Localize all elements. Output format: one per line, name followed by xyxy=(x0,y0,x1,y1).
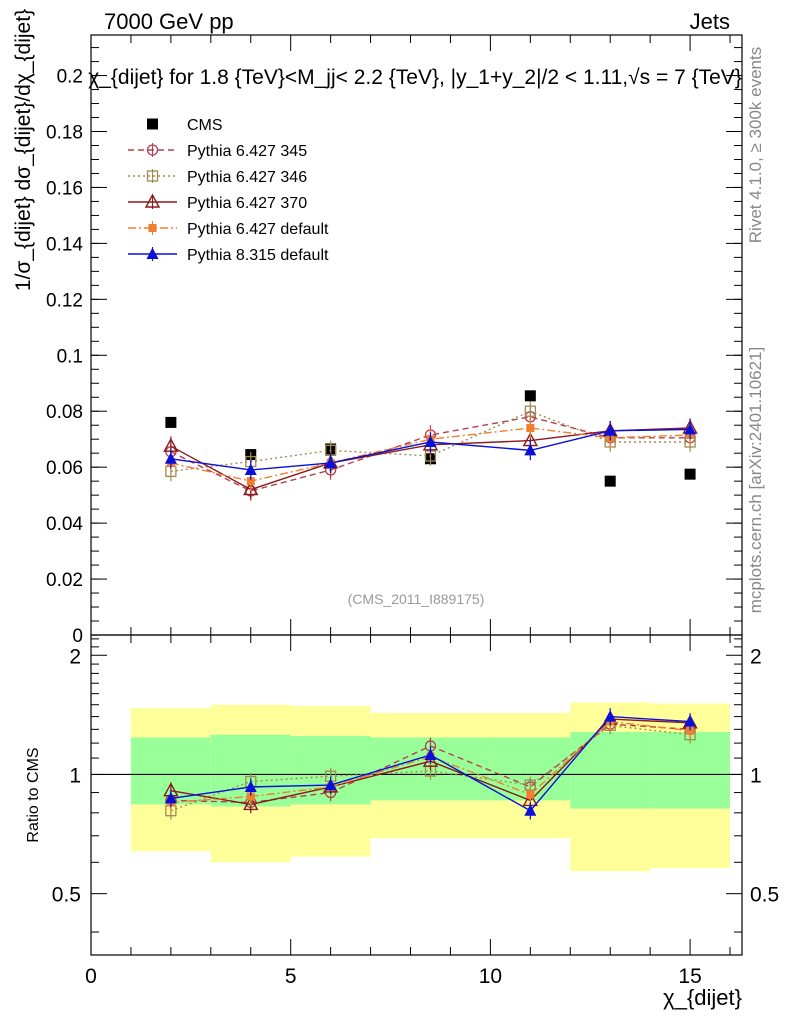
main-y-tick-label: 0.1 xyxy=(57,346,83,367)
main-y-tick-label: 0.02 xyxy=(46,570,83,591)
rivet-version-text: Rivet 4.1.0, ≥ 300k events xyxy=(746,47,765,243)
main-y-tick-label: 0.06 xyxy=(46,458,83,479)
main-y-tick-label: 0.14 xyxy=(46,234,83,255)
main-panel-data xyxy=(163,390,698,501)
ratio-p8def-point xyxy=(424,748,437,760)
main-cms-point xyxy=(165,416,177,428)
legend-marker xyxy=(144,193,161,208)
main-y-axis-label: 1/σ_{dijet} dσ_{dijet}/dχ_{dijet} xyxy=(12,9,35,291)
legend-label: CMS xyxy=(187,117,223,134)
legend-label: Pythia 6.427 370 xyxy=(187,195,307,212)
ratio-y-tick-label-right: 0.5 xyxy=(750,884,779,907)
legend-item-p8def: Pythia 8.315 default xyxy=(128,247,329,264)
legend-marker xyxy=(146,247,159,259)
ratio-y-tick-label: 1 xyxy=(69,764,81,787)
ratio-p8def-point xyxy=(604,710,617,722)
ratio-p370-point xyxy=(243,795,259,811)
ratio-p8def-point xyxy=(524,804,537,816)
ratio-y-axis-label: Ratio to CMS xyxy=(25,747,42,842)
process-label: Jets xyxy=(690,9,730,34)
ratio-p8def-point xyxy=(684,715,697,727)
ratio-y-tick-label-right: 2 xyxy=(750,645,762,668)
main-p8def-point xyxy=(684,422,697,435)
legend-marker xyxy=(148,224,157,232)
main-y-tick-label: 0 xyxy=(72,626,83,647)
legend-item-p345: Pythia 6.427 345 xyxy=(128,143,307,160)
ratio-p6def-point xyxy=(526,790,535,799)
x-tick-label: 15 xyxy=(678,965,701,988)
main-y-tick-label: 0.2 xyxy=(57,67,83,88)
main-panel-axes: 0 0.02 0.04 0.06 0.08 0.1 0.12 0.14 0.16 0.18 0.2 xyxy=(46,34,743,647)
beam-label: 7000 GeV pp xyxy=(104,9,234,34)
main-p8def-point xyxy=(604,424,617,436)
legend-marker xyxy=(147,118,158,130)
plot-title: χ_{dijet} for 1.8 {TeV}<M_jj< 2.2 {TeV},… xyxy=(88,66,742,89)
main-p8def-point xyxy=(424,435,437,447)
main-p346-point xyxy=(524,405,536,417)
legend-label: Pythia 6.427 default xyxy=(187,221,329,238)
x-tick-label: 10 xyxy=(479,965,502,988)
main-y-tick-label: 0.18 xyxy=(46,123,83,144)
main-p6def-point xyxy=(526,424,535,433)
main-p8def-point xyxy=(244,463,257,475)
ratio-panel-axes: 0.5 0.5 1 1 2 2 0 5 10 15 xyxy=(52,634,779,988)
ratio-inner-band xyxy=(650,732,731,809)
main-p370-point xyxy=(243,481,259,496)
ratio-p8def-point xyxy=(164,791,177,804)
mcplots-reference-text: mcplots.cern.ch [arXiv:2401.10621] xyxy=(746,347,765,613)
legend-item-p6def: Pythia 6.427 default xyxy=(128,221,329,238)
main-cms-point xyxy=(684,468,696,480)
legend-label: Pythia 6.427 345 xyxy=(187,143,307,160)
legend-item-p370: Pythia 6.427 370 xyxy=(128,193,307,212)
legend-marker xyxy=(146,170,159,182)
ratio-p8def-point xyxy=(244,780,257,792)
main-y-tick-label: 0.08 xyxy=(46,402,83,423)
ratio-p6def-point xyxy=(246,792,255,801)
legend: CMS Pythia 6.427 345 Pythia 6.427 346 Pythi… xyxy=(128,117,329,264)
ratio-inner-band xyxy=(570,732,651,809)
ratio-p8def-point xyxy=(324,778,337,791)
main-cms-point xyxy=(604,475,616,487)
analysis-watermark: (CMS_2011_I889175) xyxy=(348,591,485,607)
ratio-y-tick-label-right: 1 xyxy=(750,764,762,787)
ratio-y-tick-label: 0.5 xyxy=(52,884,81,907)
legend-label: Pythia 8.315 default xyxy=(187,247,329,264)
main-p8def-point xyxy=(164,452,177,464)
x-axis-label: χ_{dijet} xyxy=(663,985,742,1010)
main-y-tick-label: 0.04 xyxy=(46,514,83,535)
main-cms-point xyxy=(524,390,536,402)
legend-label: Pythia 6.427 346 xyxy=(187,169,307,186)
main-p8def-point xyxy=(524,443,537,456)
ratio-p6def-point xyxy=(686,726,695,735)
ratio-frame xyxy=(90,634,743,956)
ratio-y-tick-label: 2 xyxy=(69,645,81,668)
x-tick-label: 0 xyxy=(85,965,97,988)
x-tick-label: 5 xyxy=(285,965,297,988)
legend-item-p346: Pythia 6.427 346 xyxy=(128,169,307,186)
main-p8def-point xyxy=(324,456,337,468)
main-p6def-point xyxy=(246,477,255,486)
main-y-tick-label: 0.12 xyxy=(46,290,83,311)
ratio-panel-data xyxy=(163,708,698,820)
legend-item-cms: CMS xyxy=(147,117,223,134)
legend-marker xyxy=(146,144,159,156)
ratio-uncertainty-bands xyxy=(91,702,742,872)
main-y-tick-label: 0.16 xyxy=(46,178,83,199)
